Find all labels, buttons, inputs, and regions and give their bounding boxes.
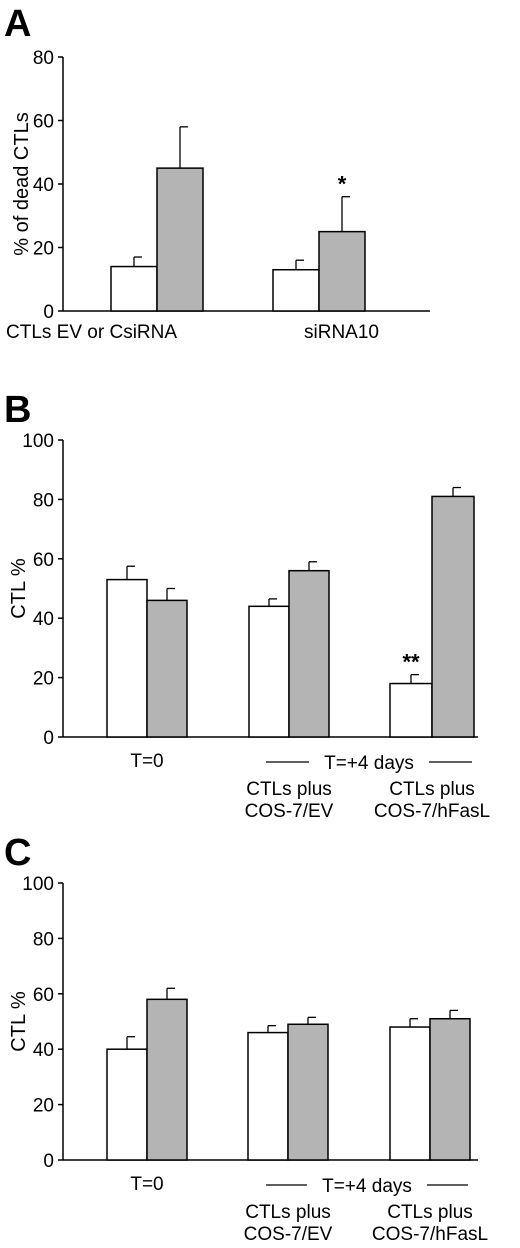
panel-A-category-label: siRNA10 bbox=[304, 322, 379, 343]
panel-C-bar bbox=[389, 1026, 431, 1161]
panel-B-y-tick-label: 20 bbox=[33, 669, 54, 690]
panel-B-y-tick-label: 40 bbox=[33, 609, 54, 630]
panel-C-y-tick-label: 0 bbox=[43, 1151, 54, 1172]
panel-A-y-axis-title: % of dead CTLs bbox=[11, 112, 33, 255]
panel-B-letter: B bbox=[4, 389, 31, 431]
panel-C-bar bbox=[106, 1048, 148, 1161]
panel-A-y-tick-label: 80 bbox=[33, 48, 54, 69]
panel-C-letter: C bbox=[4, 832, 31, 874]
panel-C-y-tick-label: 40 bbox=[33, 1040, 54, 1061]
panel-B-category-label: CTLs plus bbox=[389, 779, 475, 800]
panel-A-y-tick-label: 0 bbox=[43, 302, 54, 323]
panel-C-category-label: COS-7/EV bbox=[244, 1224, 333, 1245]
panel-C-y-tick-label: 20 bbox=[33, 1096, 54, 1117]
panel-B-y-tick-label: 80 bbox=[33, 490, 54, 511]
panel-A-y-tick-label: 20 bbox=[33, 239, 54, 260]
panel-A-bar bbox=[156, 167, 204, 312]
panel-B-category-label: COS-7/EV bbox=[245, 801, 334, 822]
panel-C-bar bbox=[146, 998, 188, 1161]
panel-A-significance-marker: * bbox=[338, 172, 347, 197]
panel-A-bar bbox=[318, 230, 366, 312]
panel-C-category-label: CTLs plus bbox=[245, 1202, 331, 1223]
panel-C-y-axis-title: CTL % bbox=[8, 991, 30, 1052]
panel-B-y-tick-label: 60 bbox=[33, 550, 54, 571]
panel-B-category-label: COS-7/hFasL bbox=[374, 801, 490, 822]
panel-C-category-label: CTLs plus bbox=[387, 1202, 473, 1223]
panel-B-bar bbox=[106, 578, 148, 738]
panel-C-y-tick-label: 100 bbox=[22, 874, 54, 895]
panel-C-bar bbox=[287, 1023, 329, 1161]
panel-B-y-axis-title: CTL % bbox=[8, 558, 30, 619]
panel-B-significance-marker: ** bbox=[402, 650, 420, 675]
panel-B-bar bbox=[431, 495, 475, 738]
panel-C-category-label: COS-7/hFasL bbox=[372, 1224, 488, 1245]
panel-B-bar bbox=[146, 599, 188, 738]
panel-C-category-label: T=0 bbox=[130, 1174, 163, 1195]
panel-A-category-label: CTLs EV or CsiRNA bbox=[6, 322, 177, 343]
panel-A-y-tick-label: 40 bbox=[33, 175, 54, 196]
panel-C-y-tick-label: 80 bbox=[33, 929, 54, 950]
panel-C-y-tick-label: 60 bbox=[33, 985, 54, 1006]
panel-C-group-label: T=+4 days bbox=[322, 1176, 412, 1197]
panel-B-bar bbox=[288, 569, 330, 738]
panel-C-bar bbox=[247, 1031, 289, 1161]
panel-A-bar bbox=[110, 265, 158, 312]
panel-B-y-tick-label: 100 bbox=[22, 431, 54, 452]
panel-A-y-tick-label: 60 bbox=[33, 112, 54, 133]
panel-B-y-tick-label: 0 bbox=[43, 728, 54, 749]
panel-A-letter: A bbox=[4, 3, 31, 45]
panel-C-bar bbox=[429, 1017, 471, 1161]
panel-B-group-label: T=+4 days bbox=[324, 753, 414, 774]
panel-B-category-label: T=0 bbox=[130, 751, 163, 772]
panel-B-bar bbox=[248, 605, 290, 738]
panel-B-bar bbox=[389, 682, 433, 738]
panel-A-bar bbox=[272, 268, 320, 312]
panel-B-category-label: CTLs plus bbox=[246, 779, 332, 800]
